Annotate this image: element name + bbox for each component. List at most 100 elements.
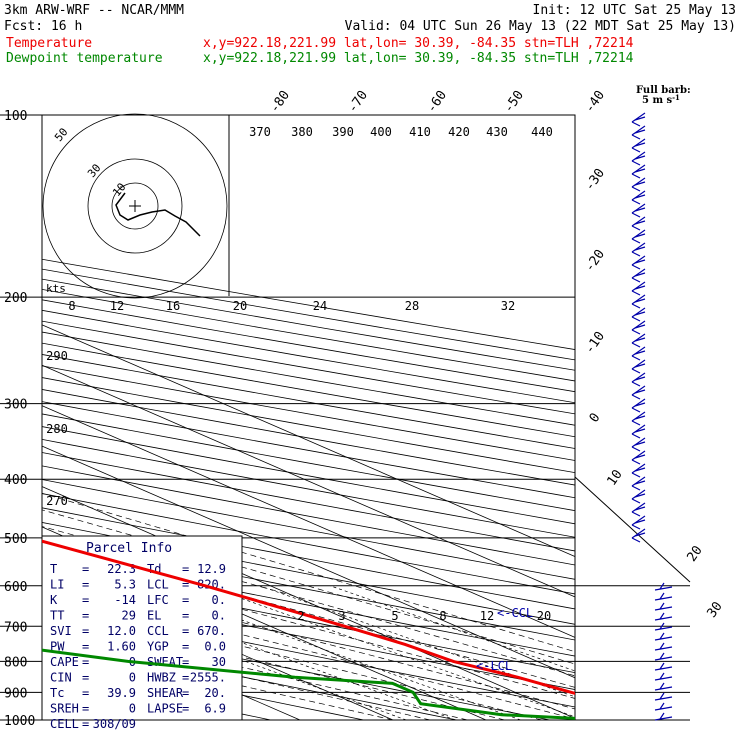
wind-barb: [631, 164, 646, 179]
pressure-tick-label: 600: [4, 580, 27, 595]
isotherm-line: [42, 445, 575, 679]
parcel-info-cell: =: [82, 717, 89, 731]
parcel-info-cell: SVI: [50, 624, 72, 638]
wind-barb: [631, 346, 646, 361]
temperature-legend: Temperature: [6, 36, 92, 51]
parcel-info-cell: EL: [147, 609, 161, 623]
theta-tick-label: 400: [370, 125, 392, 139]
wind-barb: [631, 294, 646, 309]
wind-column-edge: [574, 476, 691, 583]
wind-barb: [631, 528, 646, 543]
ccl-annotation: <-CCL: [497, 606, 533, 620]
theta-tick-label: 430: [486, 125, 508, 139]
full-barb-label: Full barb:: [636, 85, 691, 96]
parcel-info-cell: 30: [212, 655, 226, 669]
isotherm-line: [42, 405, 575, 638]
parcel-info-cell: =: [182, 640, 189, 654]
wind-barb: [654, 672, 673, 681]
wind-barb: [654, 702, 673, 711]
dewpoint-trace: [42, 648, 575, 720]
temperature-location: x,y=922.18,221.99 lat,lon= 30.39, -84.35…: [203, 36, 634, 51]
wind-barb: [631, 151, 646, 166]
wind-barb: [631, 255, 646, 270]
parcel-info-cell: PW: [50, 640, 65, 654]
theta-tick-label: 380: [291, 125, 313, 139]
wind-barb: [631, 190, 646, 205]
parcel-info-cell: =: [182, 609, 189, 623]
isotherm-tick-label: 20: [684, 543, 705, 564]
wind-barb: [631, 424, 646, 439]
hodograph-direction-label: 20: [233, 299, 247, 313]
parcel-info-cell: =: [182, 671, 189, 685]
init-time: Init: 12 UTC Sat 25 May 13: [533, 3, 737, 18]
dry-adiabat-line: [42, 465, 575, 566]
dry-adiabat-line: [42, 278, 575, 371]
dry-adiabat-line: [42, 309, 575, 404]
parcel-info-cell: =: [82, 702, 89, 716]
theta-tick-label: 290: [46, 349, 68, 363]
dry-adiabat-line: [42, 493, 575, 595]
parcel-info-cell: =: [82, 686, 89, 700]
moist-adiabat-line: [42, 621, 468, 720]
theta-tick-label: 420: [448, 125, 470, 139]
wind-barb: [631, 450, 646, 465]
isotherm-line: [42, 324, 575, 557]
hodograph-direction-label: 8: [68, 299, 75, 313]
dewpoint-location: x,y=922.18,221.99 lat,lon= 30.39, -84.35…: [203, 51, 634, 66]
pressure-tick-label: 300: [4, 398, 27, 413]
mixing-ratio-line: [259, 585, 575, 698]
parcel-info-cell: 0: [129, 671, 136, 685]
wind-barb: [631, 372, 646, 387]
dry-adiabat-line: [42, 479, 575, 580]
mixing-ratio-label: 20: [537, 609, 551, 623]
wind-barb: [631, 515, 646, 530]
wind-barb: [654, 692, 673, 701]
mixing-ratio-label: 3: [338, 609, 345, 623]
valid-time: Valid: 04 UTC Sun 26 May 13 (22 MDT Sat …: [345, 19, 736, 34]
wind-barb: [631, 307, 646, 322]
parcel-info-cell: =: [82, 562, 89, 576]
parcel-info-cell: 308/09: [93, 717, 136, 731]
parcel-info-cell: LI: [50, 578, 64, 592]
parcel-info-cell: 820.: [197, 578, 226, 592]
wind-barb: [631, 242, 646, 257]
wind-barb: [631, 177, 646, 192]
parcel-info-cell: Tc: [50, 686, 64, 700]
hodograph-direction-label: 32: [501, 299, 515, 313]
parcel-info-cell: YGP: [147, 640, 169, 654]
theta-tick-label: 390: [332, 125, 354, 139]
parcel-info-cell: =: [82, 655, 89, 669]
parcel-info-cell: 6.9: [204, 702, 226, 716]
parcel-info-cell: =: [182, 593, 189, 607]
parcel-info-cell: SREH: [50, 702, 79, 716]
isotherm-line: [42, 526, 487, 720]
parcel-info-cell: LFC: [147, 593, 169, 607]
theta-tick-label: 410: [409, 125, 431, 139]
wind-barb: [654, 682, 673, 691]
hodograph-direction-label: 28: [405, 299, 419, 313]
parcel-info-cell: =: [182, 562, 189, 576]
hodograph-ring-50: [42, 113, 228, 299]
wind-barb: [654, 612, 673, 621]
wind-barb: [654, 622, 673, 631]
hodograph-trace: [115, 192, 201, 237]
parcel-info-cell: =: [182, 702, 189, 716]
mixing-ratio-line: [205, 585, 575, 718]
parcel-info-cell: CIN: [50, 671, 72, 685]
hodograph-ring-10: [111, 182, 159, 230]
parcel-info-title: Parcel Info: [86, 541, 172, 556]
mixing-ratio-line: [330, 585, 575, 672]
hodograph-kts-label: kts: [46, 282, 66, 295]
parcel-info-cell: LCL: [147, 578, 169, 592]
wind-barb: [654, 652, 673, 661]
parcel-info-cell: =: [82, 609, 89, 623]
wind-barb: [631, 411, 646, 426]
parcel-info-cell: 20.: [204, 686, 226, 700]
parcel-info-cell: 670.: [197, 624, 226, 638]
parcel-info-cell: LAPSE: [147, 702, 183, 716]
parcel-info-cell: 0.: [212, 593, 226, 607]
parcel-info-cell: 29: [122, 609, 136, 623]
parcel-info-cell: =: [82, 593, 89, 607]
dry-adiabat-line: [42, 584, 575, 690]
